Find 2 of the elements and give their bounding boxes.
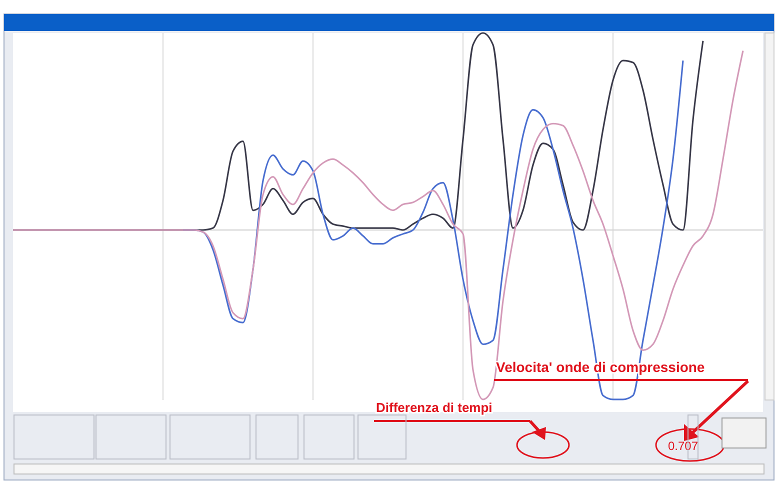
text: 0.707 xyxy=(668,439,698,453)
text: Differenza di tempi xyxy=(376,400,492,415)
